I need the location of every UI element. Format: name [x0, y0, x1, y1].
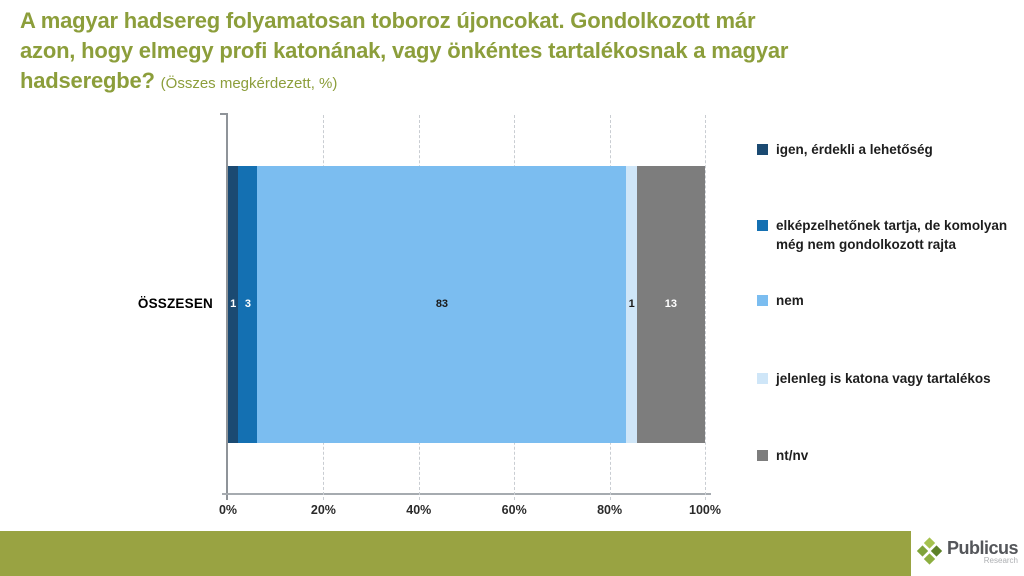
legend-swatch [757, 220, 768, 231]
x-tick-label-40: 40% [406, 503, 432, 517]
x-tick-label-60: 60% [501, 503, 527, 517]
page-title: A magyar hadsereg folyamatosan toboroz ú… [20, 6, 1010, 99]
bar-segment-label: 1 [230, 298, 237, 310]
legend-item: nt/nv [757, 446, 808, 465]
publicus-brand-name: Publicus [947, 537, 1019, 558]
category-label: ÖSSZESEN [137, 296, 213, 311]
publicus-logo-text: Publicus Research [947, 537, 1019, 565]
publicus-logo: Publicus Research [911, 528, 1024, 576]
stacked-bar: 1 3 83 1 13 [228, 166, 705, 443]
gridline-100 [705, 115, 706, 500]
chart-plot-area: 1 3 83 1 13 ÖSSZESEN 0% 20% 40% 60% 80% 100% [138, 113, 721, 517]
y-axis-top-tick [220, 113, 227, 115]
x-tick-label-0: 0% [218, 503, 238, 517]
y-axis-line [226, 113, 228, 500]
x-tick-label-20: 20% [310, 503, 336, 517]
legend-label: nt/nv [776, 448, 809, 463]
bar-segment-label: 13 [664, 298, 678, 310]
legend-swatch [757, 295, 768, 306]
x-axis-line [222, 493, 711, 495]
legend-item: jelenleg is katona vagy tartalékos [757, 369, 991, 388]
legend-label: jelenleg is katona vagy tartalékos [776, 371, 991, 386]
bar-segment-label: 83 [435, 298, 449, 310]
bar-segment: 83 [257, 166, 627, 443]
legend-label: igen, érdekli a lehetőség [776, 142, 933, 157]
title-line-3: hadseregbe? (Összes megkérdezett, %) [20, 66, 1010, 99]
legend-swatch [757, 373, 768, 384]
title-line-3-text: hadseregbe? [20, 68, 155, 93]
publicus-clover-icon [916, 537, 943, 565]
publicus-brand-subname: Research [983, 555, 1019, 565]
title-subtitle: (Összes megkérdezett, %) [160, 75, 338, 92]
title-line-1: A magyar hadsereg folyamatosan toboroz ú… [20, 8, 756, 33]
x-tick-label-80: 80% [597, 503, 623, 517]
bar-segment: 1 [228, 166, 239, 443]
footer-band [0, 531, 1024, 576]
legend-swatch [757, 144, 768, 155]
legend-item: igen, érdekli a lehetőség [757, 140, 933, 159]
legend-item: nem [757, 291, 804, 310]
bar-segment: 13 [636, 166, 705, 443]
bar-segment-label: 1 [628, 298, 635, 310]
title-line-2: azon, hogy elmegy profi katonának, vagy … [20, 38, 789, 63]
x-tick-label-100: 100% [689, 503, 721, 517]
bar-segment-label: 3 [244, 298, 251, 310]
legend-item: elképzelhetőnek tartja, de komolyan még … [757, 216, 1021, 254]
bar-segment: 3 [238, 166, 258, 443]
legend-label: nem [776, 293, 804, 308]
bar-segment: 1 [626, 166, 637, 443]
legend-label: elképzelhetőnek tartja, de komolyan még … [776, 218, 1008, 252]
legend-swatch [757, 450, 768, 461]
